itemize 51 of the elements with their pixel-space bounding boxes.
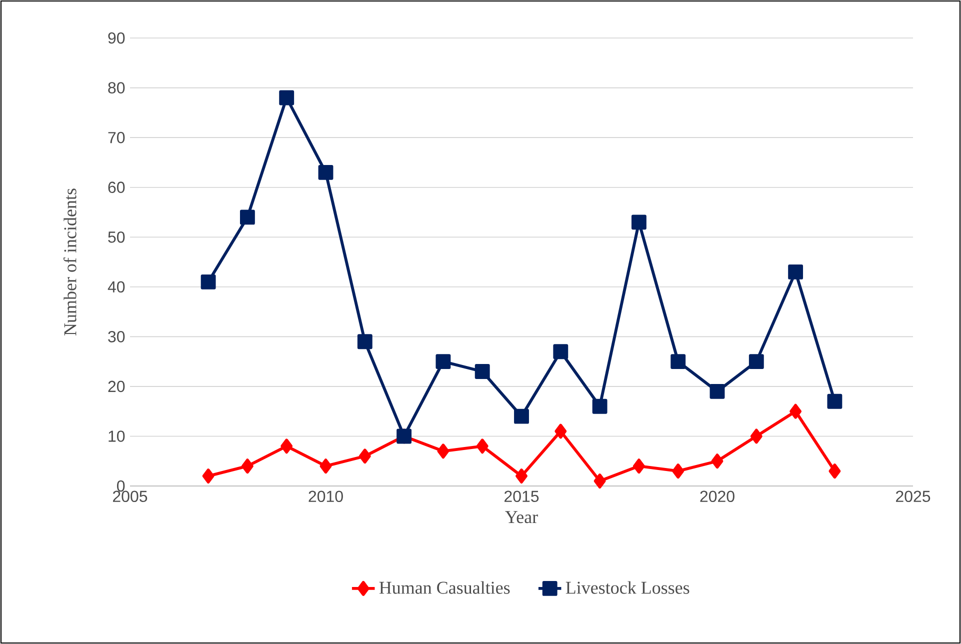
y-tick-label: 90: [108, 32, 125, 44]
point: [514, 408, 529, 424]
x-tick-label: 2005: [113, 490, 148, 502]
point: [320, 458, 332, 474]
point: [672, 464, 684, 479]
point: [750, 428, 762, 444]
x-tick-label: 2025: [896, 490, 930, 502]
point: [279, 90, 294, 106]
point: [516, 468, 528, 484]
point: [670, 354, 686, 370]
point: [710, 384, 725, 399]
legend-label: Livestock Losses: [566, 581, 690, 594]
y-tick-label: 0: [117, 480, 125, 492]
point: [358, 448, 371, 464]
x-tick-label: 2010: [308, 490, 343, 502]
point: [241, 458, 254, 474]
y-tick-label: 30: [108, 331, 125, 342]
x-axis-title: Year: [505, 511, 538, 524]
y-axis-title: Number of incidents: [63, 188, 76, 336]
y-tick-label: 40: [108, 281, 125, 293]
point: [592, 398, 608, 414]
legend-label: Human Casualties: [379, 581, 510, 594]
point: [827, 394, 842, 409]
point: [788, 264, 804, 280]
point: [711, 454, 724, 469]
y-tick-label: 10: [108, 430, 125, 442]
point: [476, 438, 488, 454]
y-tick-label: 70: [108, 132, 125, 144]
point: [554, 424, 567, 439]
point: [594, 474, 606, 488]
point: [436, 354, 451, 370]
point: [790, 404, 802, 419]
point: [200, 274, 216, 290]
point: [240, 210, 255, 225]
point: [631, 214, 646, 230]
point: [437, 444, 450, 459]
point: [632, 458, 645, 474]
point: [828, 464, 841, 479]
y-tick-label: 20: [108, 380, 125, 392]
x-tick-label: 2015: [504, 490, 539, 502]
point: [748, 354, 764, 370]
y-tick-label: 80: [108, 82, 125, 94]
x-tick-label: 2020: [700, 490, 734, 502]
point: [474, 364, 490, 379]
y-tick-label: 50: [108, 231, 125, 243]
point: [202, 468, 214, 484]
point: [280, 438, 293, 454]
point: [318, 164, 334, 180]
y-tick-label: 60: [108, 182, 125, 193]
point: [357, 334, 372, 350]
point: [553, 344, 568, 360]
